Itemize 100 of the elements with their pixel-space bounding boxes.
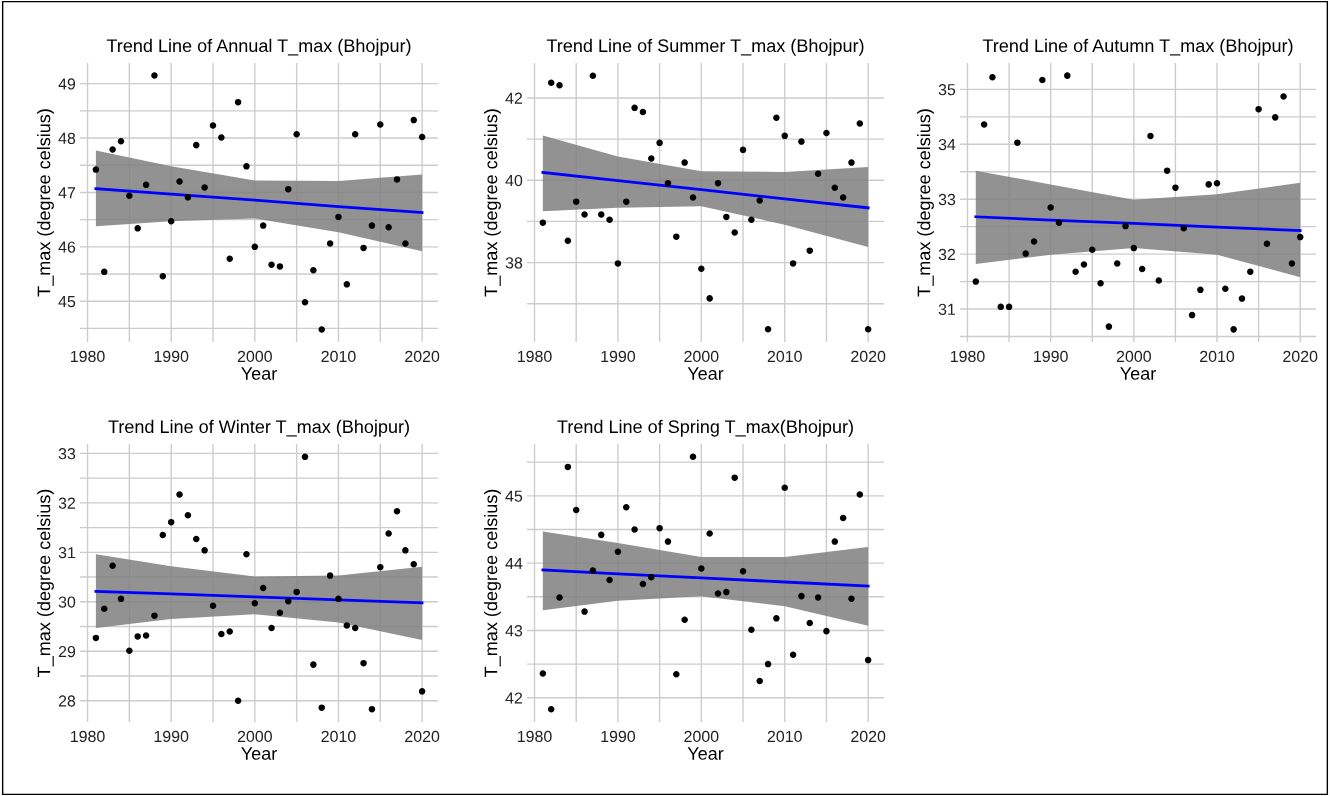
point	[764, 660, 772, 668]
point	[167, 518, 175, 526]
point	[360, 659, 367, 667]
point	[209, 602, 217, 610]
point	[806, 247, 814, 254]
point	[681, 159, 688, 166]
point	[1163, 167, 1171, 174]
point	[176, 491, 183, 498]
y-axis-title: T_max (degree celsius)	[484, 109, 501, 297]
point	[335, 213, 342, 221]
point	[597, 531, 605, 539]
y-tick-label: 28	[58, 695, 76, 707]
point	[714, 590, 722, 597]
point	[748, 626, 755, 634]
y-axis-title: T_max (degree celsius)	[37, 109, 54, 297]
point	[706, 295, 713, 302]
point	[226, 628, 233, 635]
point	[209, 122, 217, 129]
point	[134, 633, 141, 640]
chart-title: Trend Line of Winter T_max (Bhojpur)	[108, 419, 409, 437]
x-axis-title: Year	[241, 747, 277, 760]
y-tick-label: 45	[505, 490, 523, 502]
point	[706, 530, 713, 537]
y-tick-label: 49	[58, 78, 76, 90]
point	[159, 531, 167, 539]
point	[864, 325, 872, 333]
point	[259, 584, 267, 592]
point	[547, 79, 555, 87]
point	[268, 261, 275, 269]
point	[631, 526, 638, 533]
point	[623, 198, 630, 205]
point	[193, 535, 200, 543]
x-tick-label: 2000	[684, 350, 719, 363]
x-tick-label: 2000	[237, 730, 272, 743]
point	[1047, 204, 1054, 211]
x-axis-title: Year	[1120, 367, 1156, 380]
point	[259, 222, 267, 229]
y-tick-label: 43	[505, 625, 523, 637]
x-axis-title: Year	[241, 367, 277, 380]
point	[1155, 277, 1163, 284]
point	[402, 547, 409, 554]
x-tick-label: 1990	[601, 350, 636, 363]
line-series	[94, 187, 424, 214]
y-tick-label: 33	[938, 193, 956, 206]
chart-title: Trend Line of Annual T_max (Bhojpur)	[106, 38, 411, 56]
line-series	[541, 171, 870, 210]
point	[184, 511, 192, 519]
point	[664, 538, 672, 545]
point	[201, 547, 208, 554]
point	[848, 595, 855, 603]
point	[1263, 240, 1271, 247]
point	[798, 138, 805, 145]
point	[723, 588, 730, 596]
point	[1280, 93, 1287, 100]
line-series	[94, 590, 424, 605]
point	[1213, 180, 1221, 187]
point	[564, 237, 572, 245]
x-axis-title: Year	[687, 747, 724, 760]
point	[1197, 286, 1204, 294]
point	[393, 176, 401, 183]
point	[276, 263, 284, 270]
point	[739, 146, 747, 154]
point	[251, 600, 259, 607]
point	[572, 506, 580, 514]
x-tick-label: 2020	[405, 730, 440, 743]
point	[597, 211, 605, 218]
point	[1089, 246, 1096, 253]
point	[1138, 265, 1146, 273]
point	[126, 647, 133, 655]
point	[1296, 233, 1304, 241]
y-axis-title: T_max (degree celsius)	[917, 109, 934, 297]
point	[1205, 181, 1212, 188]
point	[1022, 250, 1029, 257]
point	[1080, 261, 1088, 268]
point	[789, 651, 797, 658]
x-tick-label: 1980	[70, 350, 105, 363]
point	[823, 627, 830, 635]
x-tick-label: 1990	[601, 730, 636, 743]
point	[823, 129, 830, 137]
y-tick-label: 40	[505, 174, 523, 187]
point	[1005, 303, 1013, 311]
point	[773, 114, 780, 121]
point	[92, 166, 100, 173]
point	[681, 616, 688, 623]
y-tick-label: 47	[58, 187, 76, 199]
x-tick-label: 1980	[517, 730, 552, 743]
point	[285, 185, 292, 193]
point	[789, 260, 797, 267]
point	[1288, 260, 1296, 267]
point	[251, 243, 259, 251]
point	[848, 159, 855, 166]
x-tick-label: 2010	[321, 730, 356, 743]
x-tick-label: 2020	[851, 730, 886, 743]
point	[393, 508, 401, 515]
point	[360, 244, 367, 252]
point	[1180, 225, 1187, 232]
point	[410, 116, 417, 124]
point	[418, 133, 426, 141]
point	[656, 139, 663, 147]
point	[539, 670, 547, 677]
